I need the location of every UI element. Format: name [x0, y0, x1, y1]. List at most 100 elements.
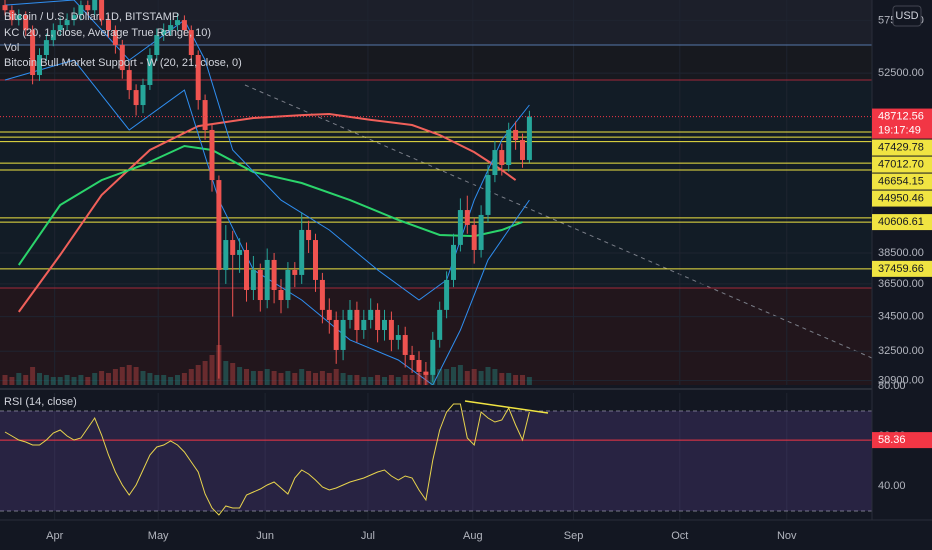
volume-bar — [119, 367, 125, 385]
volume-bar — [299, 369, 305, 385]
volume-bar — [471, 369, 477, 385]
level-tag-label: 46654.15 — [878, 175, 924, 187]
volume-bar — [175, 375, 180, 385]
volume-bar — [92, 373, 98, 385]
volume-bar — [361, 377, 367, 385]
candle-body — [181, 20, 187, 31]
candle-body — [485, 175, 491, 215]
level-tag-label: 37459.66 — [878, 263, 924, 275]
rsi-level-tag — [872, 432, 932, 449]
candle-body — [119, 45, 125, 71]
indicator-line — [4, 59, 530, 385]
candle-body — [71, 15, 77, 21]
volume-bar — [78, 375, 84, 385]
candle-body — [340, 319, 346, 350]
candle-body — [271, 259, 277, 290]
candle-body — [333, 319, 339, 350]
candle-body — [513, 129, 519, 141]
candle-body — [416, 360, 422, 372]
volume-bar — [23, 375, 29, 385]
volume-bar — [161, 375, 167, 385]
volume-bar — [388, 375, 394, 385]
zone-middle — [0, 80, 872, 288]
volume-bar — [106, 373, 111, 385]
rsi-pane — [0, 393, 872, 520]
volume-bar — [99, 371, 105, 385]
candle-body — [92, 0, 98, 11]
last-price-label: 48712.56 — [878, 110, 924, 122]
x-tick-label: May — [148, 530, 169, 542]
candle-body — [506, 129, 512, 165]
candle-body — [216, 180, 222, 270]
candle-body — [99, 0, 105, 21]
volume-bar — [57, 377, 63, 385]
candle-body — [375, 309, 381, 331]
volume-bar — [478, 371, 484, 385]
candle-body — [319, 279, 325, 310]
volume-bar — [326, 373, 332, 385]
rsi-tick-label: 80.00 — [878, 380, 906, 392]
candle-body — [112, 30, 118, 46]
volume-bar — [292, 373, 298, 385]
legend: Bitcoin / U.S. Dollar, 1D, BITSTAMP KC (… — [4, 11, 242, 408]
volume-bar — [513, 375, 519, 385]
candle-body — [57, 25, 63, 31]
volume-bar — [402, 375, 408, 385]
candle-body — [471, 224, 477, 250]
volume-bar — [50, 377, 56, 385]
candle-body — [520, 140, 525, 160]
candle-body — [437, 309, 443, 340]
volume-bar — [195, 365, 201, 385]
candle-body — [209, 129, 215, 181]
candle-body — [154, 35, 160, 55]
volume-bar — [71, 377, 77, 385]
candle-body — [202, 100, 208, 130]
candle-body — [402, 335, 408, 355]
level-tag-label: 47429.78 — [878, 141, 924, 153]
candle-body — [499, 150, 505, 165]
currency-label[interactable]: USD — [895, 10, 918, 22]
y-tick-label: 52500.00 — [878, 67, 924, 79]
candle-body — [16, 15, 22, 21]
volume-bar — [520, 375, 525, 385]
x-tick-label: Jul — [361, 530, 375, 542]
rsi-band-fill — [0, 411, 872, 511]
candle-body — [175, 20, 180, 26]
volume-bar — [244, 369, 249, 385]
candle-body — [147, 54, 153, 85]
volume-bar — [340, 373, 346, 385]
candle-body — [464, 210, 470, 225]
volume-bar — [285, 371, 291, 385]
candle-body — [37, 54, 42, 76]
currency-button[interactable] — [892, 5, 922, 27]
candle-body — [257, 269, 263, 301]
indicator-label: Vol — [4, 42, 19, 54]
volume-bar — [264, 369, 270, 385]
y-tick-label: 36500.00 — [878, 278, 924, 290]
symbol-title: Bitcoin / U.S. Dollar, 1D, BITSTAMP — [4, 11, 179, 23]
level-tag — [872, 173, 932, 190]
volume-bar — [457, 365, 463, 385]
candle-body — [85, 5, 91, 11]
candle-body — [64, 20, 70, 26]
volume-bar — [202, 361, 208, 385]
volume-bar — [64, 375, 70, 385]
trend-line — [244, 84, 872, 359]
currency-badge[interactable]: USD — [892, 5, 922, 27]
volume-bar — [168, 377, 174, 385]
y-tick-label: 34500.00 — [878, 310, 924, 322]
candle-body — [388, 319, 394, 340]
volume-bar — [209, 355, 215, 385]
candle-body — [250, 269, 256, 290]
candle-body — [9, 10, 15, 21]
level-tag — [872, 260, 932, 277]
candle-body — [161, 30, 167, 36]
candle-body — [140, 84, 146, 106]
candle-body — [361, 319, 367, 331]
rsi-trend-line — [464, 400, 549, 414]
candle-body — [292, 269, 298, 275]
y-tick-label: 32500.00 — [878, 345, 924, 357]
candle-body — [237, 249, 243, 255]
candle-body — [444, 279, 450, 310]
volume-bar — [368, 377, 374, 385]
